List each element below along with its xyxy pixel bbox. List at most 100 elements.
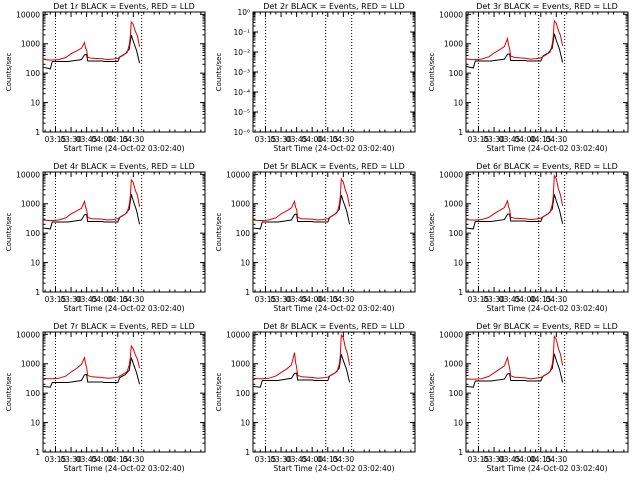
x-tick-label: 03:15 <box>255 135 277 144</box>
y-tick-label: 1 <box>458 288 463 297</box>
x-tick-label: 04:15 <box>317 295 339 304</box>
x-tick-label: 04:30 <box>546 295 568 304</box>
y-tick-label: 10000 <box>439 10 463 19</box>
x-tick-label: 04:15 <box>317 135 339 144</box>
x-tick-label: 03:45 <box>499 295 521 304</box>
chart-title: Det 7r BLACK = Events, RED = LLD <box>53 322 195 331</box>
x-tick-label: 04:30 <box>123 455 145 464</box>
events-series-line <box>42 357 141 388</box>
y-tick-label: 10000 <box>226 170 250 179</box>
lld-series-line <box>252 333 351 380</box>
y-tick-label: 10 <box>240 419 250 428</box>
y-tick-label: 1000 <box>21 40 40 49</box>
y-tick-label: 10⁰ <box>237 8 250 17</box>
y-tick-label: 100 <box>26 229 41 238</box>
x-tick-label: 04:30 <box>546 135 568 144</box>
y-tick-label: 10⁻¹ <box>233 28 250 37</box>
x-tick-label: 04:00 <box>91 455 113 464</box>
y-tick-label: 1 <box>35 128 40 137</box>
plot-frame <box>42 11 206 133</box>
chart-det-7r: Det 7r BLACK = Events, RED = LLD 1 10 100 10… <box>5 322 206 473</box>
x-tick-label: 03:30 <box>483 455 505 464</box>
y-tick-label: 1000 <box>21 360 40 369</box>
plot-frame <box>252 171 416 293</box>
x-tick-label: 03:15 <box>255 455 277 464</box>
x-axis-label: Start Time (24-Oct-02 03:02:40) <box>273 144 394 153</box>
x-tick-label: 04:15 <box>317 455 339 464</box>
y-tick-label: 1000 <box>444 40 463 49</box>
x-tick-label: 04:30 <box>123 135 145 144</box>
y-tick-label: 10000 <box>16 170 40 179</box>
y-tick-label: 1000 <box>444 200 463 209</box>
events-series-line <box>465 353 564 388</box>
plot-frame <box>465 171 629 293</box>
x-tick-label: 03:30 <box>60 295 82 304</box>
chart-det-8r: Det 8r BLACK = Events, RED = LLD 1 10 100 10… <box>215 322 416 473</box>
x-tick-label: 04:00 <box>91 135 113 144</box>
y-tick-label: 10 <box>453 419 463 428</box>
x-tick-label: 03:30 <box>483 135 505 144</box>
x-tick-label: 03:45 <box>76 455 98 464</box>
events-series-line <box>252 354 351 388</box>
x-tick-label: 03:30 <box>270 455 292 464</box>
y-tick-label: 10000 <box>16 330 40 339</box>
x-tick-label: 04:00 <box>91 295 113 304</box>
x-tick-label: 03:45 <box>499 455 521 464</box>
y-axis-label: Counts/sec <box>5 53 13 92</box>
chart-det-1r: Det 1r BLACK = Events, RED = LLD 1 10 100 10… <box>5 2 206 153</box>
x-tick-label: 03:15 <box>468 135 490 144</box>
plot-frame <box>252 11 416 133</box>
y-tick-label: 1000 <box>231 360 250 369</box>
x-tick-label: 04:00 <box>514 295 536 304</box>
events-series-line <box>465 33 564 69</box>
chart-det-6r: Det 6r BLACK = Events, RED = LLD 1 10 100 10… <box>428 162 629 313</box>
chart-title: Det 9r BLACK = Events, RED = LLD <box>476 322 618 331</box>
x-tick-label: 04:30 <box>123 295 145 304</box>
x-tick-label: 03:30 <box>483 295 505 304</box>
events-series-line <box>42 194 141 230</box>
x-tick-label: 04:00 <box>301 135 323 144</box>
y-tick-label: 100 <box>236 389 251 398</box>
y-tick-label: 10 <box>30 419 40 428</box>
lld-series-line <box>465 19 564 61</box>
chart-title: Det 5r BLACK = Events, RED = LLD <box>263 162 405 171</box>
x-axis-label: Start Time (24-Oct-02 03:02:40) <box>486 144 607 153</box>
x-axis-label: Start Time (24-Oct-02 03:02:40) <box>273 464 394 473</box>
x-tick-label: 03:30 <box>270 295 292 304</box>
x-tick-label: 03:30 <box>60 455 82 464</box>
y-axis-label: Counts/sec <box>215 373 223 412</box>
y-tick-label: 10 <box>453 259 463 268</box>
lld-series-line <box>42 344 141 380</box>
x-tick-label: 03:45 <box>76 295 98 304</box>
x-tick-label: 03:45 <box>499 135 521 144</box>
x-tick-label: 04:15 <box>107 295 129 304</box>
chart-det-3r: Det 3r BLACK = Events, RED = LLD 1 10 100 10… <box>428 2 629 153</box>
y-tick-label: 100 <box>449 229 464 238</box>
y-tick-label: 1 <box>458 448 463 457</box>
x-tick-label: 03:15 <box>45 135 67 144</box>
x-tick-label: 04:30 <box>546 455 568 464</box>
lld-series-line <box>465 334 564 380</box>
x-tick-label: 04:00 <box>301 295 323 304</box>
x-tick-label: 04:15 <box>530 295 552 304</box>
y-tick-label: 10⁻² <box>233 48 250 57</box>
chart-title: Det 1r BLACK = Events, RED = LLD <box>53 2 195 11</box>
y-tick-label: 100 <box>26 389 41 398</box>
x-tick-label: 03:30 <box>270 135 292 144</box>
y-tick-label: 100 <box>449 389 464 398</box>
y-tick-label: 100 <box>26 69 41 78</box>
x-axis-label: Start Time (24-Oct-02 03:02:40) <box>63 144 184 153</box>
x-tick-label: 04:15 <box>107 455 129 464</box>
y-tick-label: 10000 <box>226 330 250 339</box>
y-axis-label: Counts/sec <box>5 373 13 412</box>
y-axis-label: Counts/sec <box>215 213 223 252</box>
y-axis-label: Counts/sec <box>428 213 436 252</box>
x-tick-label: 03:15 <box>45 295 67 304</box>
y-tick-label: 10⁻⁴ <box>233 88 250 97</box>
x-tick-label: 04:00 <box>301 455 323 464</box>
y-tick-label: 10000 <box>439 330 463 339</box>
x-tick-label: 03:45 <box>286 455 308 464</box>
chart-det-2r: Det 2r BLACK = Events, RED = LLD 10⁻⁶ 10⁻⁵… <box>215 2 416 153</box>
plot-frame <box>42 331 206 453</box>
